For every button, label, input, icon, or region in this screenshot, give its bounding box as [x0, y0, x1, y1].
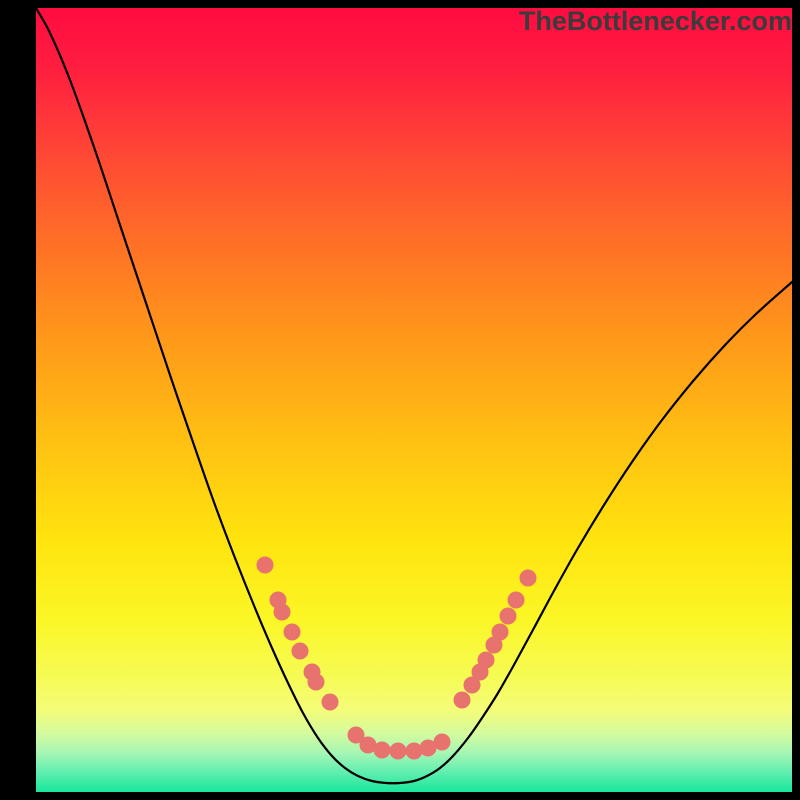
data-marker — [500, 608, 516, 624]
data-marker — [292, 643, 308, 659]
data-marker — [434, 734, 450, 750]
data-marker — [390, 743, 406, 759]
data-marker — [478, 652, 494, 668]
data-marker — [274, 604, 290, 620]
data-marker — [454, 692, 470, 708]
data-marker — [257, 557, 273, 573]
data-marker — [308, 674, 324, 690]
data-marker — [492, 624, 508, 640]
bottleneck-chart — [0, 0, 800, 800]
data-marker — [322, 694, 338, 710]
watermark-text: TheBottlenecker.com — [519, 6, 792, 37]
data-marker — [374, 742, 390, 758]
data-marker — [284, 624, 300, 640]
data-marker — [508, 592, 524, 608]
data-marker — [406, 743, 422, 759]
data-marker — [520, 570, 536, 586]
